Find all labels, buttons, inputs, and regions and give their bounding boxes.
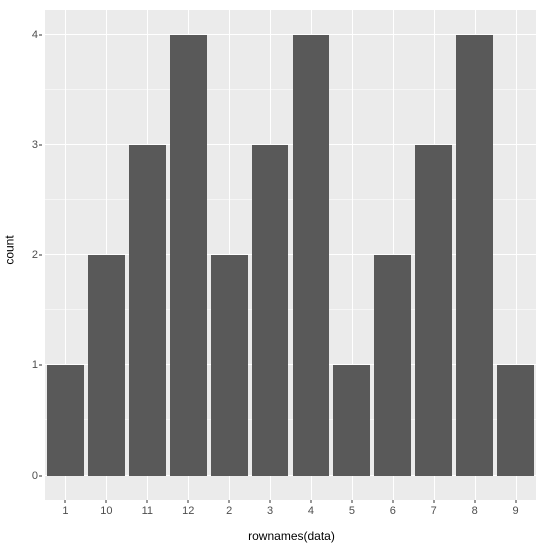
x-tick-label: 5 [349, 505, 355, 517]
bar [47, 365, 84, 475]
x-tick-label: 3 [267, 505, 273, 517]
x-tick-label: 11 [142, 505, 153, 517]
x-tick-mark [106, 500, 107, 503]
y-tick-mark [39, 144, 42, 145]
bars-layer [45, 10, 536, 500]
x-tick-mark [433, 500, 434, 503]
x-tick-label: 4 [308, 505, 314, 517]
x-tick-mark [474, 500, 475, 503]
x-tick-mark [188, 500, 189, 503]
x-tick-mark [270, 500, 271, 503]
y-tick-label: 4 [20, 29, 38, 41]
x-tick-mark [310, 500, 311, 503]
x-tick-label: 9 [512, 505, 518, 517]
bar [170, 35, 207, 476]
bar [293, 35, 330, 476]
y-axis-label: count [0, 0, 20, 500]
bar [211, 255, 248, 476]
y-axis-ticks: 0 1 2 3 4 [20, 10, 42, 500]
x-tick-label: 7 [431, 505, 437, 517]
x-tick-mark [147, 500, 148, 503]
y-tick-label: 3 [20, 139, 38, 151]
x-tick-mark [65, 500, 66, 503]
x-tick-label: 1 [62, 505, 68, 517]
y-axis-label-text: count [3, 235, 17, 264]
plot-panel [45, 10, 536, 500]
x-tick-label: 10 [100, 505, 112, 517]
bar-chart: count 01234 110111223456789 rownames(dat… [0, 0, 548, 547]
y-tick-label: 2 [20, 249, 38, 261]
bar [88, 255, 125, 476]
y-tick-mark [39, 365, 42, 366]
y-tick-mark [39, 34, 42, 35]
x-tick-mark [392, 500, 393, 503]
y-tick-label: 0 [20, 470, 38, 482]
bar [129, 145, 166, 476]
x-tick-label: 6 [390, 505, 396, 517]
bar [415, 145, 452, 476]
x-tick-mark [351, 500, 352, 503]
x-tick-label: 2 [226, 505, 232, 517]
x-tick-mark [515, 500, 516, 503]
bar [456, 35, 493, 476]
x-tick-label: 8 [472, 505, 478, 517]
x-tick-label: 12 [182, 505, 194, 517]
y-tick-label: 1 [20, 359, 38, 371]
x-axis-ticks: 1 10 11 12 2 3 4 5 6 7 8 9 [45, 503, 536, 523]
x-axis-label: rownames(data) [45, 529, 538, 543]
x-tick-mark [229, 500, 230, 503]
bar [374, 255, 411, 476]
bar [252, 145, 289, 476]
y-tick-mark [39, 255, 42, 256]
y-tick-mark [39, 475, 42, 476]
bar [497, 365, 534, 475]
bar [333, 365, 370, 475]
